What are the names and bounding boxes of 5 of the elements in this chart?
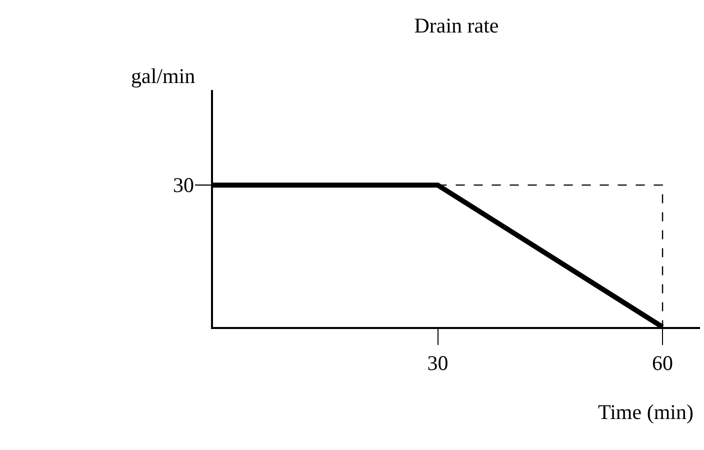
annotation: 30	[173, 173, 194, 197]
chart-title: Drain rate	[414, 14, 499, 38]
x-axis-title: Time (min)	[598, 400, 694, 424]
y-axis-title: gal/min	[131, 64, 196, 88]
x-tick-label: 60	[652, 350, 674, 375]
